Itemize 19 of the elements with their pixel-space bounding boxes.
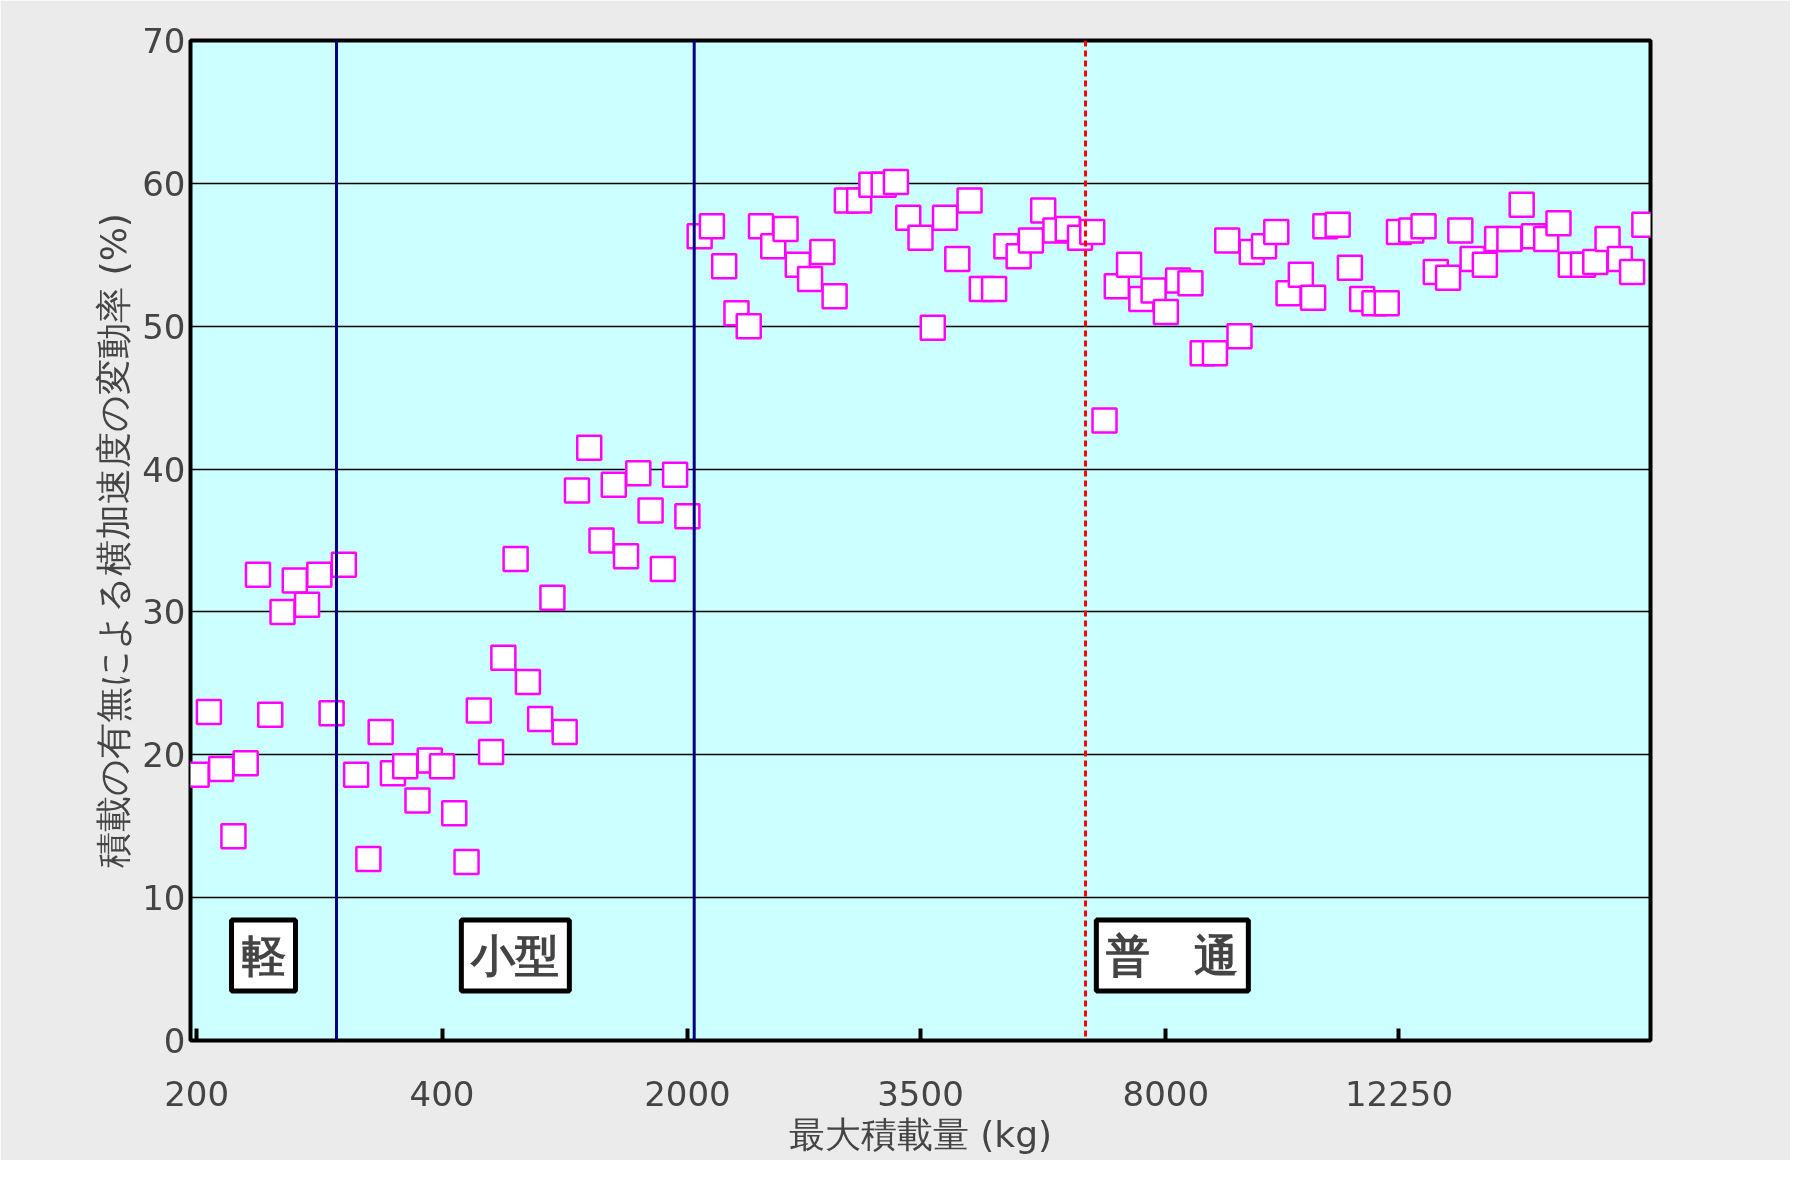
y-tick-label: 50	[142, 306, 186, 347]
y-tick-label: 0	[163, 1021, 186, 1061]
x-tick-label: 2000	[644, 1073, 731, 1114]
annotation: 小型	[469, 930, 560, 981]
y-tick-label: 20	[142, 735, 186, 776]
annotation: 軽	[241, 930, 286, 981]
y-tick-label: 40	[142, 449, 186, 490]
annotation: 普 通	[1106, 930, 1239, 981]
x-tick-label: 200	[164, 1073, 230, 1114]
y-tick-label: 10	[142, 878, 186, 919]
x-tick-label: 400	[409, 1073, 475, 1114]
x-axis-title: 最大積載量 (kg)	[788, 1113, 1053, 1155]
x-tick-label: 8000	[1122, 1073, 1210, 1114]
y-tick-label: 60	[142, 163, 186, 204]
x-tick-label: 3500	[877, 1073, 964, 1114]
x-tick-label: 12250	[1344, 1073, 1454, 1114]
y-tick-label: 70	[142, 21, 186, 61]
y-tick-label: 30	[142, 592, 186, 633]
y-axis-title: 積載の有無による横加速度の変動率 (%)	[93, 213, 135, 868]
